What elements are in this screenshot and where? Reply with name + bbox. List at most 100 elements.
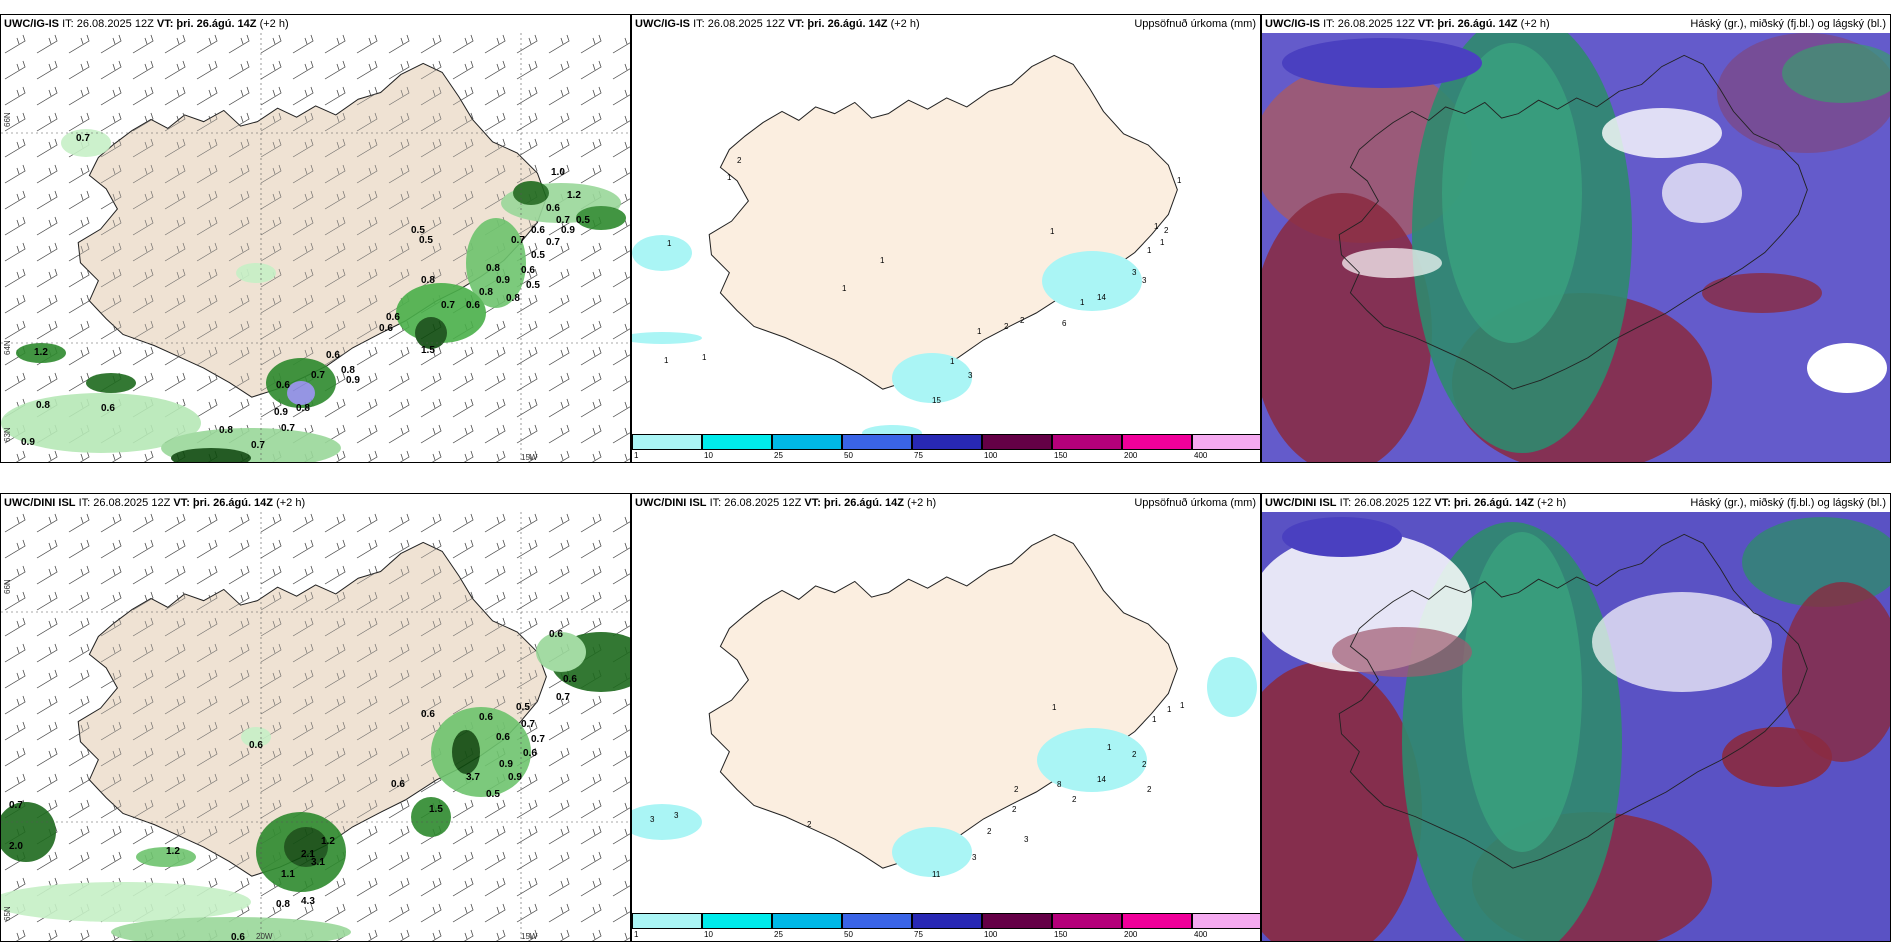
svg-text:1.2: 1.2 [321,836,335,847]
lon-label-20w: 20W [256,932,273,941]
svg-text:2: 2 [1012,805,1017,814]
svg-text:3: 3 [1024,835,1029,844]
model-name: UWC/IG-IS [635,18,690,30]
lead-time: (+2 h) [890,18,920,30]
colorbar-tick-label: 25 [774,930,783,939]
svg-text:3: 3 [1142,276,1147,285]
svg-text:1.5: 1.5 [429,804,443,815]
colorbar-swatch [842,434,912,450]
svg-text:1.1: 1.1 [281,869,295,880]
colorbar-tick-label: 150 [1054,451,1068,460]
svg-text:0.6: 0.6 [276,380,290,391]
svg-text:0.9: 0.9 [21,437,35,448]
svg-text:1: 1 [1177,176,1182,185]
colorbar-swatch [912,913,982,929]
precip-shading [1,632,630,941]
precip-values: 0.7 0.5 0.5 0.8 0.6 0.6 0.6 0.7 0.9 0.8 … [21,133,590,451]
svg-text:11: 11 [932,870,941,879]
colorbar-tick-label: 150 [1054,930,1068,939]
valid-label: VT: [804,497,821,509]
panel-header: UWC/DINI ISL IT: 26.08.2025 12Z VT: þri.… [1262,494,1890,512]
colorbar-tick-label: 200 [1124,930,1138,939]
panel-top-left-wind-precip: UWC/IG-IS IT: 26.08.2025 12Z VT: þri. 26… [0,14,631,463]
svg-text:3.7: 3.7 [466,772,480,783]
colorbar-tick-label: 100 [984,451,998,460]
svg-text:0.6: 0.6 [496,732,510,743]
valid-label: VT: [1417,18,1435,30]
accum-shading [632,657,1257,877]
svg-text:0.7: 0.7 [441,300,455,311]
svg-text:2.0: 2.0 [9,841,23,852]
colorbar-tick-label: 50 [844,451,853,460]
svg-text:0.8: 0.8 [219,425,233,436]
svg-text:0.8: 0.8 [36,400,50,411]
svg-text:0.6: 0.6 [379,323,393,334]
panel-header: UWC/DINI ISL IT: 26.08.2025 12Z VT: þri.… [632,494,1260,512]
colorbar-swatch [842,913,912,929]
colorbar-tick-label: 400 [1194,930,1208,939]
cloud-cover-map [1262,33,1890,462]
colorbar-swatch [912,434,982,450]
init-time: IT: 26.08.2025 12Z [1323,18,1415,30]
init-time: IT: 26.08.2025 12Z [693,18,785,30]
init-time: IT: 26.08.2025 12Z [62,18,154,30]
lead-time: (+2 h) [1537,497,1567,509]
panel-header: UWC/IG-IS IT: 26.08.2025 12Z VT: þri. 26… [632,15,1260,33]
valid-label: VT: [1434,497,1451,509]
model-name: UWC/IG-IS [1265,18,1320,30]
svg-text:1: 1 [1050,227,1055,236]
field-title: Uppsöfnuð úrkoma (mm) [1134,497,1256,509]
init-time: IT: 26.08.2025 12Z [1339,497,1432,509]
panel-bottom-right-clouds: UWC/DINI ISL IT: 26.08.2025 12Z VT: þri.… [1261,493,1891,942]
svg-text:0.6: 0.6 [421,709,435,720]
svg-text:0.5: 0.5 [531,250,545,261]
colorbar-tick-label: 1 [634,451,639,460]
colorbar-tick-label: 1 [634,930,639,939]
svg-text:0.5: 0.5 [411,225,425,236]
panel-bottom-left-wind-precip: UWC/DINI ISL IT: 26.08.2025 12Z VT: þri.… [0,493,631,942]
accum-shading [632,235,1142,436]
lat-label-65n: 65N [3,906,12,921]
svg-text:0.5: 0.5 [526,280,540,291]
svg-text:2: 2 [1020,316,1025,325]
svg-text:1: 1 [702,353,707,362]
svg-text:2: 2 [1147,785,1152,794]
colorbar-swatch [1192,434,1260,450]
colorbar-tick-label: 10 [704,930,713,939]
svg-text:1.0: 1.0 [551,167,565,178]
wind-precip-map: 0.7 0.5 0.5 0.8 0.6 0.6 0.6 0.7 0.9 0.8 … [1,33,630,462]
svg-text:4.3: 4.3 [301,896,315,907]
svg-text:0.8: 0.8 [276,899,290,910]
svg-text:0.5: 0.5 [516,702,530,713]
svg-text:0.8: 0.8 [479,287,493,298]
field-title: Háský (gr.), miðský (fj.bl.) og lágský (… [1690,18,1886,30]
model-name: UWC/DINI ISL [635,497,707,509]
colorbar-tick-label: 75 [914,451,923,460]
svg-text:3: 3 [674,811,679,820]
colorbar-swatch [772,913,842,929]
svg-text:0.7: 0.7 [281,423,295,434]
colorbar-swatch [632,434,702,450]
svg-text:1: 1 [1160,238,1165,247]
svg-text:0.7: 0.7 [311,370,325,381]
svg-text:1: 1 [667,239,672,248]
svg-text:0.6: 0.6 [101,403,115,414]
init-time: IT: 26.08.2025 12Z [78,497,171,509]
svg-text:1: 1 [1080,298,1085,307]
svg-text:3: 3 [968,371,973,380]
svg-text:2: 2 [737,156,742,165]
lead-time: (+2 h) [276,497,306,509]
colorbar-swatch [1052,434,1122,450]
svg-text:1: 1 [727,173,732,182]
svg-text:1: 1 [950,357,955,366]
panel-top-right-clouds: UWC/IG-IS IT: 26.08.2025 12Z VT: þri. 26… [1261,14,1891,463]
svg-text:1.2: 1.2 [34,347,48,358]
svg-text:8: 8 [1057,780,1062,789]
colorbar-tick-label: 200 [1124,451,1138,460]
accum-precip-map: 1 1 1 1 2 2 2 14 8 2 2 2 2 3 3 3 2 11 3 … [632,512,1260,915]
colorbar-swatch [702,434,772,450]
svg-text:0.6: 0.6 [479,712,493,723]
svg-text:0.5: 0.5 [576,215,590,226]
valid-label: VT: [173,497,190,509]
precip-shading [1,129,626,462]
